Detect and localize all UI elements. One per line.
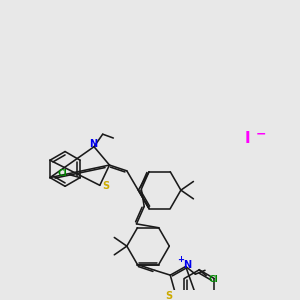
Text: Cl: Cl xyxy=(58,169,68,178)
Text: Cl: Cl xyxy=(209,275,219,284)
Text: N: N xyxy=(184,260,192,271)
Text: N: N xyxy=(89,139,97,149)
Text: +: + xyxy=(177,255,184,264)
Text: I: I xyxy=(244,130,250,146)
Text: S: S xyxy=(166,291,173,300)
Text: S: S xyxy=(102,181,109,191)
Text: −: − xyxy=(256,128,267,141)
